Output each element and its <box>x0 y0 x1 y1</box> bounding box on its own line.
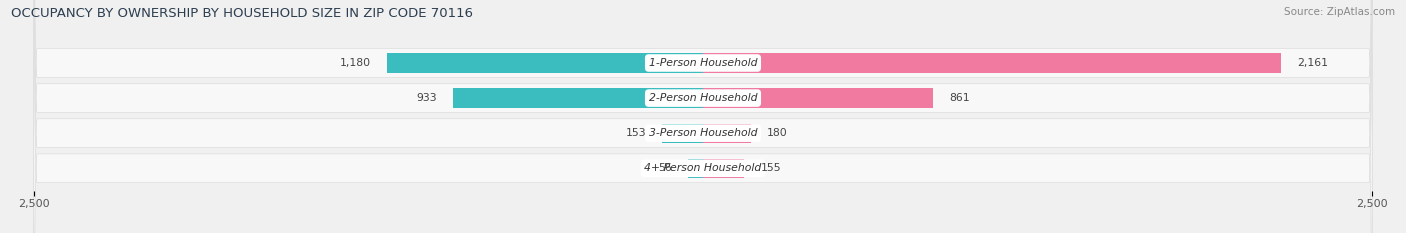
Text: 2,161: 2,161 <box>1298 58 1329 68</box>
Bar <box>688 159 703 178</box>
FancyBboxPatch shape <box>34 0 1372 233</box>
Bar <box>453 89 703 108</box>
FancyBboxPatch shape <box>34 0 1372 233</box>
Bar <box>703 53 1281 73</box>
Text: 153: 153 <box>626 128 645 138</box>
Text: 1,180: 1,180 <box>340 58 371 68</box>
Text: 155: 155 <box>761 163 782 173</box>
Text: Source: ZipAtlas.com: Source: ZipAtlas.com <box>1284 7 1395 17</box>
Bar <box>703 123 751 143</box>
Text: 933: 933 <box>416 93 437 103</box>
Text: 4+ Person Household: 4+ Person Household <box>644 163 762 173</box>
Bar <box>703 89 934 108</box>
FancyBboxPatch shape <box>34 0 1372 233</box>
Text: 2-Person Household: 2-Person Household <box>648 93 758 103</box>
Text: 3-Person Household: 3-Person Household <box>648 128 758 138</box>
Text: 180: 180 <box>768 128 787 138</box>
Bar <box>703 159 745 178</box>
Text: 861: 861 <box>949 93 970 103</box>
Bar <box>662 123 703 143</box>
Text: 1-Person Household: 1-Person Household <box>648 58 758 68</box>
FancyBboxPatch shape <box>34 0 1372 233</box>
Text: OCCUPANCY BY OWNERSHIP BY HOUSEHOLD SIZE IN ZIP CODE 70116: OCCUPANCY BY OWNERSHIP BY HOUSEHOLD SIZE… <box>11 7 474 20</box>
Text: 56: 56 <box>658 163 672 173</box>
Bar <box>387 53 703 73</box>
